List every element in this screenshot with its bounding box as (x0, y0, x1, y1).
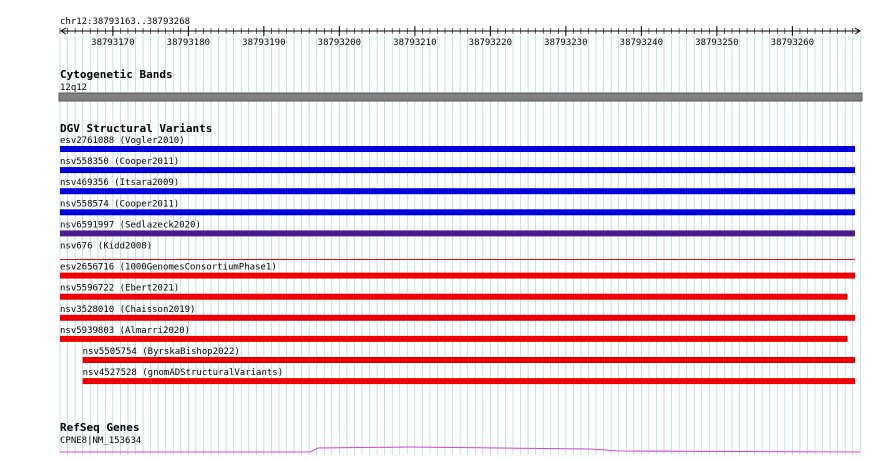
dgv-feature[interactable]: esv2761088 (Vogler2010) (60, 136, 856, 152)
ruler-tick-label: 38793170 (91, 38, 134, 48)
dgv-track-title: DGV Structural Variants (60, 122, 212, 135)
dgv-feature-bar[interactable] (60, 314, 856, 321)
dgv-feature-label: nsv4527528 (gnomADStructuralVariants) (83, 368, 283, 378)
refseq-track: RefSeq Genes CPNE8|NM_153634 (60, 421, 861, 453)
refseq-gene-label: CPNE8|NM_153634 (60, 436, 141, 446)
ruler-right-arrow-icon (854, 27, 861, 35)
cytoband-track: Cytogenetic Bands 12q12 (58, 68, 863, 102)
dgv-feature-bar[interactable] (60, 335, 848, 342)
dgv-feature-label: esv2656716 (1000GenomesConsortiumPhase1) (60, 263, 277, 273)
dgv-feature-label: nsv5939803 (Almarri2020) (60, 326, 190, 336)
dgv-feature-label: nsv558350 (Cooper2011) (60, 157, 179, 167)
dgv-feature[interactable]: nsv4527528 (gnomADStructuralVariants) (82, 368, 856, 385)
ruler-tick-label: 38793260 (771, 38, 814, 48)
locus-label: chr12:38793163..38793268 (60, 17, 190, 27)
dgv-feature-bar[interactable] (60, 188, 856, 195)
dgv-feature-bar[interactable] (60, 272, 856, 279)
dgv-features: esv2761088 (Vogler2010) nsv558350 (Cooper… (60, 136, 856, 385)
dgv-feature-label: nsv5596722 (Ebert2021) (60, 284, 179, 294)
dgv-feature-bar[interactable] (60, 230, 856, 237)
dgv-feature[interactable]: nsv469356 (Itsara2009) (60, 178, 856, 195)
ruler-tick-label: 38793220 (469, 38, 512, 48)
ruler-tick-label: 38793230 (544, 38, 587, 48)
dgv-feature[interactable]: nsv3528010 (Chaisson2019) (60, 305, 856, 321)
dgv-feature[interactable]: esv2656716 (1000GenomesConsortiumPhase1) (60, 263, 856, 279)
dgv-feature-bar[interactable] (60, 209, 856, 216)
cytoband-track-title: Cytogenetic Bands (60, 68, 173, 81)
dgv-feature-label: nsv469356 (Itsara2009) (60, 178, 179, 188)
cytoband-label: 12q12 (60, 83, 87, 93)
base-gridlines (59, 36, 861, 455)
ruler-left-arrow-icon (60, 27, 67, 35)
dgv-feature-bar[interactable] (60, 167, 856, 174)
ruler-tick-label: 38793200 (318, 38, 361, 48)
dgv-feature-bar[interactable] (60, 146, 856, 152)
dgv-feature-label: nsv676 (Kidd2008) (60, 242, 152, 252)
ruler-tick-label: 38793210 (393, 38, 436, 48)
dgv-feature-label: esv2761088 (Vogler2010) (60, 136, 185, 146)
dgv-track: DGV Structural Variants esv2761088 (Vogl… (60, 122, 856, 385)
dgv-feature-label: nsv6591997 (Sedlazeck2020) (60, 220, 201, 230)
dgv-feature[interactable]: nsv5505754 (ByrskaBishop2022) (82, 347, 856, 363)
dgv-feature[interactable]: nsv5596722 (Ebert2021) (60, 284, 848, 300)
dgv-feature-label: nsv3528010 (Chaisson2019) (60, 305, 195, 315)
dgv-feature-label: nsv558574 (Cooper2011) (60, 199, 179, 209)
dgv-feature[interactable]: nsv558574 (Cooper2011) (60, 199, 856, 216)
dgv-feature-bar[interactable] (82, 378, 856, 385)
dgv-feature[interactable]: nsv558350 (Cooper2011) (60, 157, 856, 174)
refseq-gene-line[interactable] (60, 446, 861, 453)
dgv-feature-label: nsv5505754 (ByrskaBishop2022) (83, 347, 240, 357)
ruler-tick-label: 38793180 (167, 38, 210, 48)
position-ruler[interactable]: chr12:38793163..38793268 38793170 3879318… (59, 17, 861, 48)
dgv-feature-bar[interactable] (60, 293, 848, 300)
ruler-tick-label: 38793240 (620, 38, 663, 48)
dgv-feature-bar[interactable] (82, 357, 856, 363)
refseq-track-title: RefSeq Genes (60, 421, 139, 434)
ruler-tick-label: 38793250 (695, 38, 738, 48)
dgv-feature[interactable]: nsv676 (Kidd2008) (60, 242, 856, 260)
ruler-ticks: 38793170 38793180 38793190 38793200 38793210… (59, 26, 854, 48)
ruler-tick-label: 38793190 (242, 38, 285, 48)
dgv-feature[interactable]: nsv5939803 (Almarri2020) (60, 326, 848, 342)
dgv-feature[interactable]: nsv6591997 (Sedlazeck2020) (60, 220, 856, 237)
cytoband-bar[interactable] (58, 92, 863, 102)
